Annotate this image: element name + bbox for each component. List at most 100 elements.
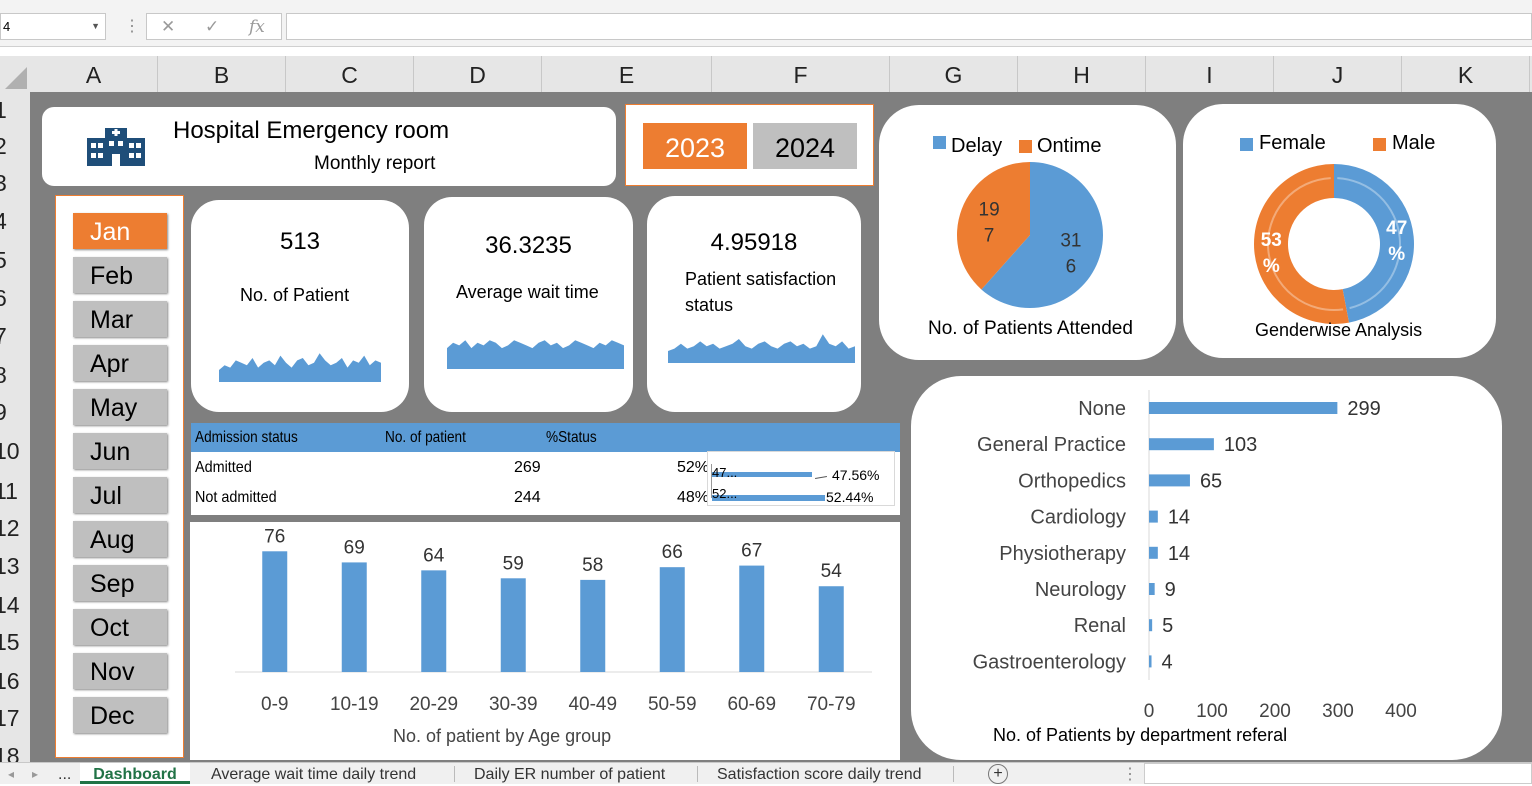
dept-tick-general-practice: General Practice xyxy=(977,434,1126,456)
month-jan-button[interactable]: Jan xyxy=(73,213,167,249)
tab-separator xyxy=(454,766,455,782)
age-bar-30-39 xyxy=(500,578,526,672)
enter-icon[interactable]: ✓ xyxy=(205,17,220,36)
donut-label-female: 47 xyxy=(1386,218,1407,239)
row-9[interactable]: 9 xyxy=(0,399,7,425)
dept-value-none: 299 xyxy=(1347,398,1380,420)
column-i[interactable]: I xyxy=(1146,56,1274,92)
age-bar-10-19 xyxy=(341,562,367,672)
age-bar-50-59 xyxy=(659,567,685,672)
row-1[interactable]: 1 xyxy=(0,97,7,123)
month-sep-button[interactable]: Sep xyxy=(73,565,167,601)
month-jun-button[interactable]: Jun xyxy=(73,433,167,469)
column-f[interactable]: F xyxy=(712,56,890,92)
more-icon[interactable]: ⋮ xyxy=(1122,766,1138,783)
mini-leader-line xyxy=(815,475,827,480)
tab-overflow[interactable]: ... xyxy=(58,766,72,783)
row-17[interactable]: 17 xyxy=(0,705,20,731)
formula-input[interactable] xyxy=(286,13,1532,40)
pie-slice-ontime xyxy=(957,162,1030,290)
month-apr-button[interactable]: Apr xyxy=(73,345,167,381)
dept-xtick-400: 400 xyxy=(1385,701,1417,722)
row-4[interactable]: 4 xyxy=(0,208,7,234)
age-tick-60-69: 60-69 xyxy=(727,694,776,715)
dept-value-orthopedics: 65 xyxy=(1200,470,1222,492)
month-feb-button[interactable]: Feb xyxy=(73,257,167,293)
row-10[interactable]: 10 xyxy=(0,438,20,464)
row-11[interactable]: 11 xyxy=(0,478,18,504)
dept-tick-none: None xyxy=(1078,398,1126,420)
column-c[interactable]: C xyxy=(286,56,414,92)
donut-label-female-2: % xyxy=(1388,244,1405,265)
scroll-right-icon[interactable]: ▸ xyxy=(32,767,39,781)
legend-female-swatch xyxy=(1240,138,1253,151)
row-14[interactable]: 14 xyxy=(0,592,20,618)
month-nov-button[interactable]: Nov xyxy=(73,653,167,689)
donut-inner-ring-female xyxy=(1337,177,1401,310)
dept-xtick-300: 300 xyxy=(1322,701,1354,722)
tab-satisfaction-trend[interactable]: Satisfaction score daily trend xyxy=(717,766,922,783)
year-2024-button[interactable]: 2024 xyxy=(753,123,857,169)
month-oct-button[interactable]: Oct xyxy=(73,609,167,645)
department-bar-chart: 299 None 103 General Practice 65 Orthopedics 1… xyxy=(973,390,1417,722)
row-7[interactable]: 7 xyxy=(0,323,7,349)
month-mar-button[interactable]: Mar xyxy=(73,301,167,337)
row-12[interactable]: 12 xyxy=(0,515,20,541)
month-aug-button[interactable]: Aug xyxy=(73,521,167,557)
kpi-satisfaction-card: 4.95918 Patient satisfaction status xyxy=(647,196,861,412)
function-icon[interactable]: fx xyxy=(249,17,265,37)
wait-sparkline xyxy=(447,340,624,369)
horizontal-scrollbar[interactable] xyxy=(1144,763,1532,784)
column-e[interactable]: E xyxy=(542,56,712,92)
month-jul-button[interactable]: Jul xyxy=(73,477,167,513)
patients-attended-card: Delay Ontime 31 6 19 7 No. of Patients Atte… xyxy=(879,105,1176,360)
row-13[interactable]: 13 xyxy=(0,553,20,579)
scroll-left-icon[interactable]: ◂ xyxy=(8,767,15,781)
row-5[interactable]: 5 xyxy=(0,247,7,273)
select-all-corner[interactable] xyxy=(0,56,30,92)
dept-value-neurology: 9 xyxy=(1165,579,1176,601)
add-sheet-icon[interactable]: + xyxy=(988,764,1008,784)
header-status-pct: %Status xyxy=(546,429,597,446)
tab-average-wait-time[interactable]: Average wait time daily trend xyxy=(211,766,417,783)
title-card: Hospital Emergency room Monthly report xyxy=(42,107,616,186)
age-value-20-29: 64 xyxy=(423,545,445,566)
more-options-icon[interactable]: ⋮ xyxy=(124,18,140,35)
month-dec-button[interactable]: Dec xyxy=(73,697,167,733)
age-value-70-79: 54 xyxy=(821,561,843,582)
row-2[interactable]: 2 xyxy=(0,133,7,159)
tab-dashboard[interactable]: Dashboard xyxy=(80,763,190,784)
row-15[interactable]: 15 xyxy=(0,629,20,655)
column-j[interactable]: J xyxy=(1274,56,1402,92)
age-value-0-9: 76 xyxy=(264,526,285,547)
name-box[interactable]: 4 ▼ xyxy=(0,13,106,40)
column-d[interactable]: D xyxy=(414,56,542,92)
dept-value-renal: 5 xyxy=(1162,615,1173,637)
dept-value-physiotherapy: 14 xyxy=(1168,543,1190,565)
column-g[interactable]: G xyxy=(890,56,1018,92)
column-a[interactable]: A xyxy=(30,56,158,92)
row-16[interactable]: 16 xyxy=(0,668,20,694)
legend-female-label: Female xyxy=(1259,132,1326,154)
row-not-admitted-pct: 48% xyxy=(677,489,710,506)
row-3[interactable]: 3 xyxy=(0,170,7,196)
age-tick-70-79: 70-79 xyxy=(807,694,856,715)
column-b[interactable]: B xyxy=(158,56,286,92)
month-may-button[interactable]: May xyxy=(73,389,167,425)
hospital-icon xyxy=(87,128,145,166)
gender-donut: 47% 53% xyxy=(1254,164,1414,324)
column-h[interactable]: H xyxy=(1018,56,1146,92)
mini-bar-admitted xyxy=(712,472,812,477)
year-2023-button[interactable]: 2023 xyxy=(643,123,747,169)
cancel-icon[interactable]: ✕ xyxy=(161,17,176,36)
column-k[interactable]: K xyxy=(1402,56,1530,92)
row-8[interactable]: 8 xyxy=(0,362,7,388)
pie-label-delay-2: 6 xyxy=(1066,257,1077,278)
row-18[interactable]: 18 xyxy=(0,743,20,762)
patients-sparkline xyxy=(219,353,381,382)
column-header: A B C D E F G H I J K xyxy=(30,56,1532,93)
tab-daily-er-patients[interactable]: Daily ER number of patient xyxy=(474,766,666,783)
row-6[interactable]: 6 xyxy=(0,285,7,311)
chevron-down-icon[interactable]: ▼ xyxy=(91,21,100,31)
age-group-bar-chart: 76 0-9 69 10-19 64 20-29 59 30-39 58 40-49 66 50-59… xyxy=(235,526,872,715)
